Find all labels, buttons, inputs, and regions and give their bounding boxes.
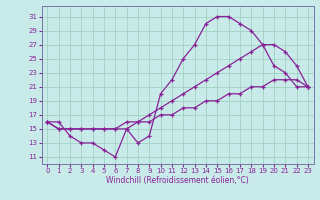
X-axis label: Windchill (Refroidissement éolien,°C): Windchill (Refroidissement éolien,°C): [106, 176, 249, 185]
